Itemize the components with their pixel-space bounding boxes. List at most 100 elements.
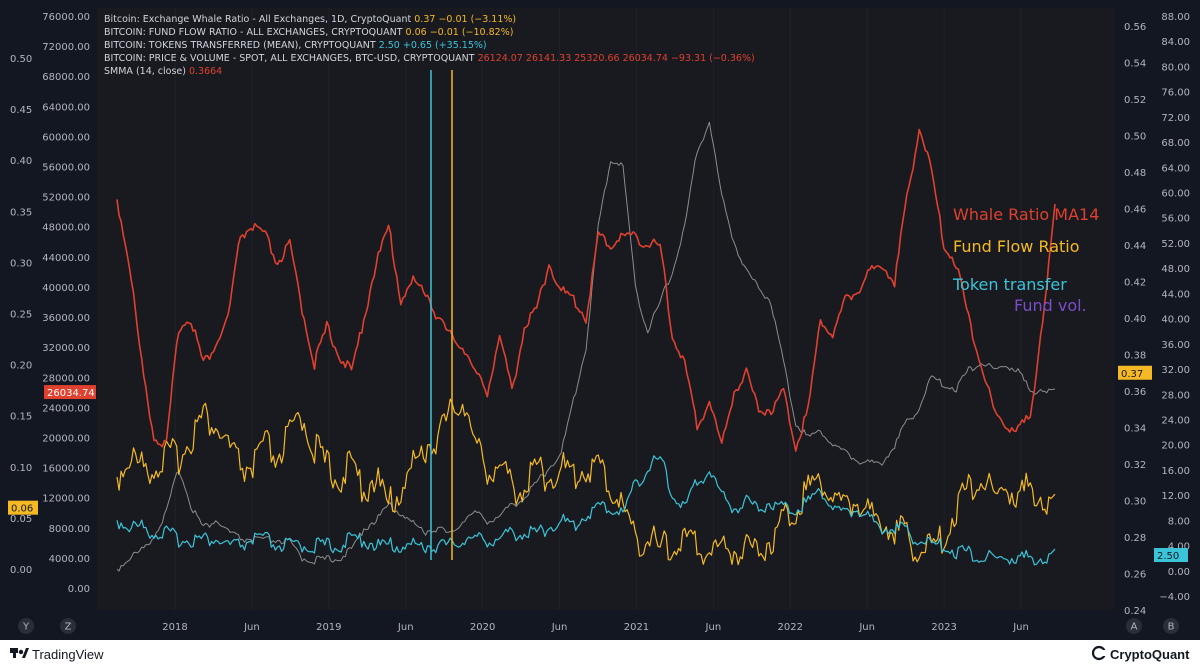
- right-axis-2-tick: 60.00: [1161, 189, 1190, 200]
- right-axis-2-tick: 36.00: [1161, 340, 1190, 351]
- right-axis-1-tick: 0.34: [1124, 424, 1146, 435]
- svg-text:2.50: 2.50: [1157, 551, 1179, 562]
- right-axis-1-tick: 0.36: [1124, 387, 1146, 398]
- series-line-fund-flow-ratio: [116, 398, 1056, 566]
- x-axis-tick: 2020: [470, 622, 495, 633]
- series-line-token-transfer: [116, 455, 1056, 566]
- left-axis-2-tick: 36000.00: [42, 313, 90, 324]
- right-axis-2-tick: 56.00: [1161, 214, 1190, 225]
- x-axis-tick: Jun: [397, 622, 414, 633]
- right-axis-2-tick: 32.00: [1161, 365, 1190, 376]
- right-axis-2-tick: 4.00: [1168, 542, 1190, 553]
- right-axis-2-tick: 48.00: [1161, 264, 1190, 275]
- right-axis-2-current-marker: 2.50: [1154, 548, 1188, 563]
- corner-button-a[interactable]: A: [1126, 618, 1142, 634]
- cryptoquant-brand: CryptoQuant: [1110, 647, 1190, 662]
- series-line-price: [116, 121, 1056, 572]
- right-axis-1-tick: 0.54: [1124, 59, 1146, 70]
- annotation-fund-vol-: Fund vol.: [1014, 296, 1087, 315]
- x-axis-tick: Jun: [858, 622, 875, 633]
- right-axis-1-tick: 0.40: [1124, 314, 1146, 325]
- right-axis-1-tick: 0.56: [1124, 22, 1146, 33]
- right-axis-2-tick: 16.00: [1161, 466, 1190, 477]
- footer: TradingView CryptoQuant: [0, 640, 1200, 668]
- legend-entry: Bitcoin: Exchange Whale Ratio - All Exch…: [104, 14, 516, 25]
- right-axis-2-tick: 8.00: [1168, 516, 1190, 527]
- x-axis-tick: 2018: [162, 622, 187, 633]
- left-axis-1-tick: 0.15: [10, 412, 32, 423]
- annotation-token-transfer: Token transfer: [952, 275, 1067, 294]
- left-axis-2-tick: 76000.00: [42, 12, 90, 23]
- footer-bar: [0, 640, 1200, 668]
- right-axis-2-tick: 0.00: [1168, 567, 1190, 578]
- right-axis-1-tick: 0.42: [1124, 278, 1146, 289]
- left-axis-1-tick: 0.40: [10, 156, 32, 167]
- right-axis-2-tick: 12.00: [1161, 491, 1190, 502]
- cryptoquant-logo-icon: [1091, 645, 1107, 661]
- left-axis-2-tick: 48000.00: [42, 223, 90, 234]
- right-axis-2-tick: 44.00: [1161, 289, 1190, 300]
- x-axis-tick: 2023: [931, 622, 956, 633]
- right-axis-2-tick: 88.00: [1161, 12, 1190, 23]
- right-axis-1-tick: 0.28: [1124, 533, 1146, 544]
- corner-button-b[interactable]: B: [1163, 618, 1179, 634]
- svg-text:A: A: [1131, 622, 1138, 633]
- left-axis-2-tick: 16000.00: [42, 464, 90, 475]
- right-axis-1-tick: 0.38: [1124, 351, 1146, 362]
- svg-text:0.06: 0.06: [11, 504, 33, 515]
- left-axis-2-tick: 12000.00: [42, 494, 90, 505]
- left-axis-2-tick: 52000.00: [42, 193, 90, 204]
- annotations: Whale Ratio MA14 Fund Flow Ratio Token tra…: [952, 205, 1099, 315]
- grid: [174, 8, 1022, 610]
- corner-button-z[interactable]: Z: [60, 618, 76, 634]
- right-axis-2-tick: 64.00: [1161, 163, 1190, 174]
- x-axis-tick: Jun: [705, 622, 722, 633]
- left-axis-2-tick: 44000.00: [42, 253, 90, 264]
- x-axis-tick: 2019: [316, 622, 341, 633]
- left-axis-1-tick: 0.10: [10, 463, 32, 474]
- left-axis-1-tick: 0.45: [10, 105, 32, 116]
- right-axis-1-tick: 0.50: [1124, 132, 1146, 143]
- right-axis-2-tick: 80.00: [1161, 62, 1190, 73]
- right-axis-2-tick: 28.00: [1161, 390, 1190, 401]
- tradingview-logo-icon: [10, 648, 29, 658]
- right-axis-1-tick: 0.48: [1124, 168, 1146, 179]
- right-axis-1-tick: 0.26: [1124, 570, 1146, 581]
- right-axis-2-tick: 76.00: [1161, 88, 1190, 99]
- left-axis-1-tick: 0.05: [10, 514, 32, 525]
- left-axis-2-tick: 64000.00: [42, 102, 90, 113]
- annotation-whale-ratio-ma14: Whale Ratio MA14: [953, 205, 1099, 224]
- legend-entry: BITCOIN: FUND FLOW RATIO - ALL EXCHANGES…: [104, 27, 513, 38]
- right-axis-1-tick: 0.30: [1124, 497, 1146, 508]
- svg-text:0.37: 0.37: [1121, 369, 1143, 380]
- left-axis-2-tick: 0.00: [68, 584, 90, 595]
- svg-text:Y: Y: [22, 622, 30, 633]
- legend: Bitcoin: Exchange Whale Ratio - All Exch…: [104, 14, 755, 77]
- annotation-fund-flow-ratio: Fund Flow Ratio: [953, 237, 1080, 256]
- left-axis-2-tick: 24000.00: [42, 403, 90, 414]
- right-axis-2-tick: 68.00: [1161, 138, 1190, 149]
- corner-button-y[interactable]: Y: [18, 618, 34, 634]
- left-axis-2-tick: 68000.00: [42, 72, 90, 83]
- legend-entry: SMMA (14, close) 0.3664: [104, 66, 222, 77]
- left-axis-2-tick: 40000.00: [42, 283, 90, 294]
- legend-entry: BITCOIN: TOKENS TRANSFERRED (MEAN), CRYP…: [104, 40, 487, 51]
- x-axis-tick: 2021: [624, 622, 649, 633]
- left-axis-1-tick: 0.25: [10, 310, 32, 321]
- svg-text:B: B: [1168, 622, 1175, 633]
- right-axis-2-tick: 84.00: [1161, 37, 1190, 48]
- legend-entry: BITCOIN: PRICE & VOLUME - SPOT, ALL EXCH…: [104, 53, 755, 64]
- right-axis-1-tick: 0.46: [1124, 205, 1146, 216]
- right-axis-2-tick: −4.00: [1159, 592, 1190, 603]
- right-axis-1-tick: 0.24: [1124, 606, 1146, 617]
- left-axis-2-tick: 32000.00: [42, 343, 90, 354]
- series-line-whale-ratio-ma14: [116, 128, 1056, 452]
- axes-layer: 0.50 0.45 0.40 0.35 0.30 0.25 0.20 0.15 0.10 0.05…: [8, 12, 1190, 634]
- right-axis-1-current-marker: 0.37: [1118, 365, 1152, 380]
- right-axis-2-tick: 52.00: [1161, 239, 1190, 250]
- right-axis-2-tick: 40.00: [1161, 315, 1190, 326]
- left-axis-1-current-marker: 0.06: [8, 500, 38, 515]
- right-axis-1-tick: 0.52: [1124, 95, 1146, 106]
